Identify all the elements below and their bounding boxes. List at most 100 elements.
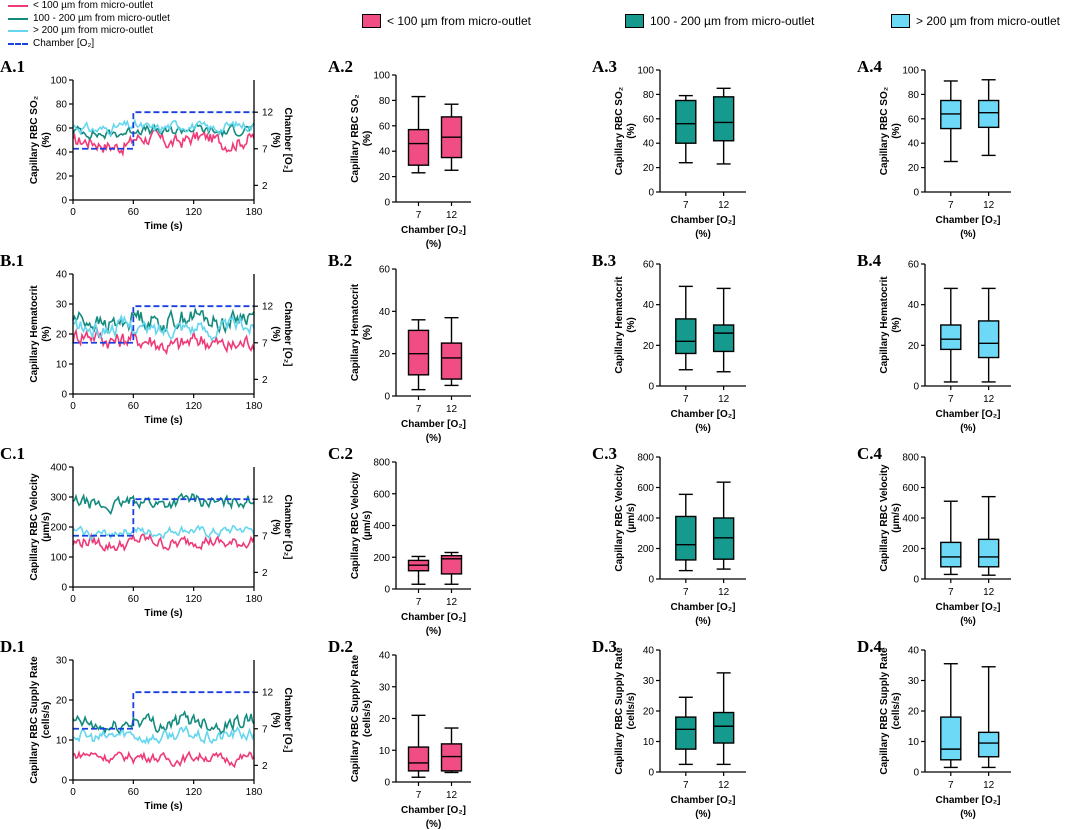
x-tick-label: 7 [416, 790, 422, 801]
y-tick-label: 10 [379, 746, 391, 757]
x-tick-label: 7 [416, 404, 422, 415]
box-iqr-12 [712, 96, 735, 142]
y-tick-label: 40 [379, 651, 391, 662]
y2-axis-unit: (%) [270, 519, 281, 535]
y-tick-label: 40 [908, 300, 920, 311]
line-chart-D-1: 0 10 20 30 0 60 120 180 2 7 12 Time (s) Capillary RB… [29, 656, 293, 813]
x-axis-title: Time (s) [144, 801, 182, 812]
box-iqr-12 [440, 554, 463, 575]
box-legend-swatch-near [362, 14, 381, 28]
y-axis-unit: (cells/s) [41, 701, 52, 738]
box-iqr-7 [407, 746, 430, 772]
y-tick-label: 0 [61, 583, 67, 594]
x-axis-title: Chamber [O₂] [935, 215, 1000, 226]
y-axis-title: Capillary RBC Velocity [29, 473, 40, 581]
x-axis-unit: (%) [960, 616, 976, 627]
y-tick-label: 60 [908, 114, 920, 125]
x-axis-unit: (%) [426, 626, 442, 637]
series-line-near [72, 326, 255, 356]
box-legend-swatch-far [891, 14, 910, 28]
y2-tick-label: 7 [262, 338, 268, 349]
y-tick-label: 300 [50, 493, 67, 504]
y-axis-unit: (%) [362, 131, 373, 147]
y-tick-label: 30 [56, 656, 68, 667]
line-chart-B-1: 0 10 20 30 40 0 60 120 180 2 7 12 Time (s) Capillary … [29, 270, 293, 427]
y-tick-label: 0 [384, 585, 390, 596]
y-axis-title: Capillary Hematocrit [29, 285, 40, 383]
legend-swatch-mid [8, 17, 28, 20]
panel-label-C-1: C.1 [0, 444, 25, 463]
y-tick-label: 200 [637, 544, 654, 555]
panel-label-B-1: B.1 [0, 251, 24, 270]
y-tick-label: 0 [913, 768, 919, 779]
legend-item-near: < 100 µm from micro-outlet [8, 0, 170, 13]
panel-label-C-2: C.2 [328, 444, 353, 463]
box-iqr-12 [977, 320, 1000, 359]
y-tick-label: 60 [908, 260, 920, 271]
y2-axis-unit: (%) [270, 132, 281, 148]
y-tick-label: 100 [50, 553, 67, 564]
x-axis-unit: (%) [960, 809, 976, 820]
panel-label-A-3: A.3 [592, 57, 617, 76]
y2-tick-label: 2 [262, 761, 268, 772]
box-chart-C-3: 0 200 400 600 800 7 12 Chamber [O₂] (%) Capillary… [614, 453, 746, 627]
y-axis-title: Capillary RBC Velocity [879, 464, 890, 572]
y2-tick-label: 2 [262, 568, 268, 579]
x-tick-label: 180 [246, 401, 263, 412]
y-tick-label: 80 [56, 100, 68, 111]
box-legend-label-far: > 200 µm from micro-outlet [916, 14, 1060, 28]
series-line-mid [72, 710, 255, 737]
x-tick-label: 7 [416, 597, 422, 608]
legend-item-mid: 100 - 200 µm from micro-outlet [8, 13, 170, 26]
y-tick-label: 0 [648, 768, 654, 779]
y-axis-unit: (%) [891, 123, 902, 139]
box-iqr-7 [407, 329, 430, 376]
x-axis-title: Chamber [O₂] [935, 409, 1000, 420]
y-axis-unit: (µm/s) [362, 511, 373, 541]
y-tick-label: 20 [56, 330, 68, 341]
series-line-mid [72, 122, 255, 141]
x-tick-label: 0 [70, 401, 76, 412]
y-axis-title: Capillary RBC Supply Rate [29, 656, 40, 784]
panel-label-D-3: D.3 [592, 637, 617, 656]
y-tick-label: 100 [50, 76, 67, 87]
panel-label-C-3: C.3 [592, 444, 617, 463]
y-tick-label: 30 [908, 676, 920, 687]
y-tick-label: 20 [908, 707, 920, 718]
y2-axis-unit: (%) [270, 326, 281, 342]
x-tick-label: 120 [185, 401, 202, 412]
y-axis-unit: (µm/s) [41, 512, 52, 542]
y-tick-label: 20 [379, 714, 391, 725]
x-axis-title: Chamber [O₂] [670, 795, 735, 806]
box-iqr-12 [977, 731, 1000, 758]
y-tick-label: 40 [56, 148, 68, 159]
x-tick-label: 60 [128, 594, 140, 605]
x-tick-label: 7 [683, 587, 689, 598]
y2-tick-label: 7 [262, 144, 268, 155]
legend-swatch-chamber [8, 42, 28, 45]
box-legend-mid: 100 - 200 µm from micro-outlet [625, 14, 814, 28]
x-tick-label: 12 [446, 597, 458, 608]
y-tick-label: 100 [902, 66, 919, 77]
y-axis-unit: (%) [891, 317, 902, 333]
y-axis-unit: (%) [626, 123, 637, 139]
y-tick-label: 60 [643, 114, 655, 125]
y-tick-label: 60 [643, 260, 655, 271]
x-tick-label: 12 [446, 790, 458, 801]
y2-axis-title: Chamber [O₂] [282, 494, 293, 559]
y-tick-label: 400 [637, 514, 654, 525]
y-tick-label: 200 [50, 523, 67, 534]
y-tick-label: 0 [61, 196, 67, 207]
y-tick-label: 20 [908, 341, 920, 352]
x-axis-unit: (%) [960, 423, 976, 434]
panel-label-A-4: A.4 [857, 57, 883, 76]
box-iqr-7 [675, 318, 697, 355]
y-tick-label: 10 [56, 360, 68, 371]
x-tick-label: 12 [983, 200, 995, 211]
